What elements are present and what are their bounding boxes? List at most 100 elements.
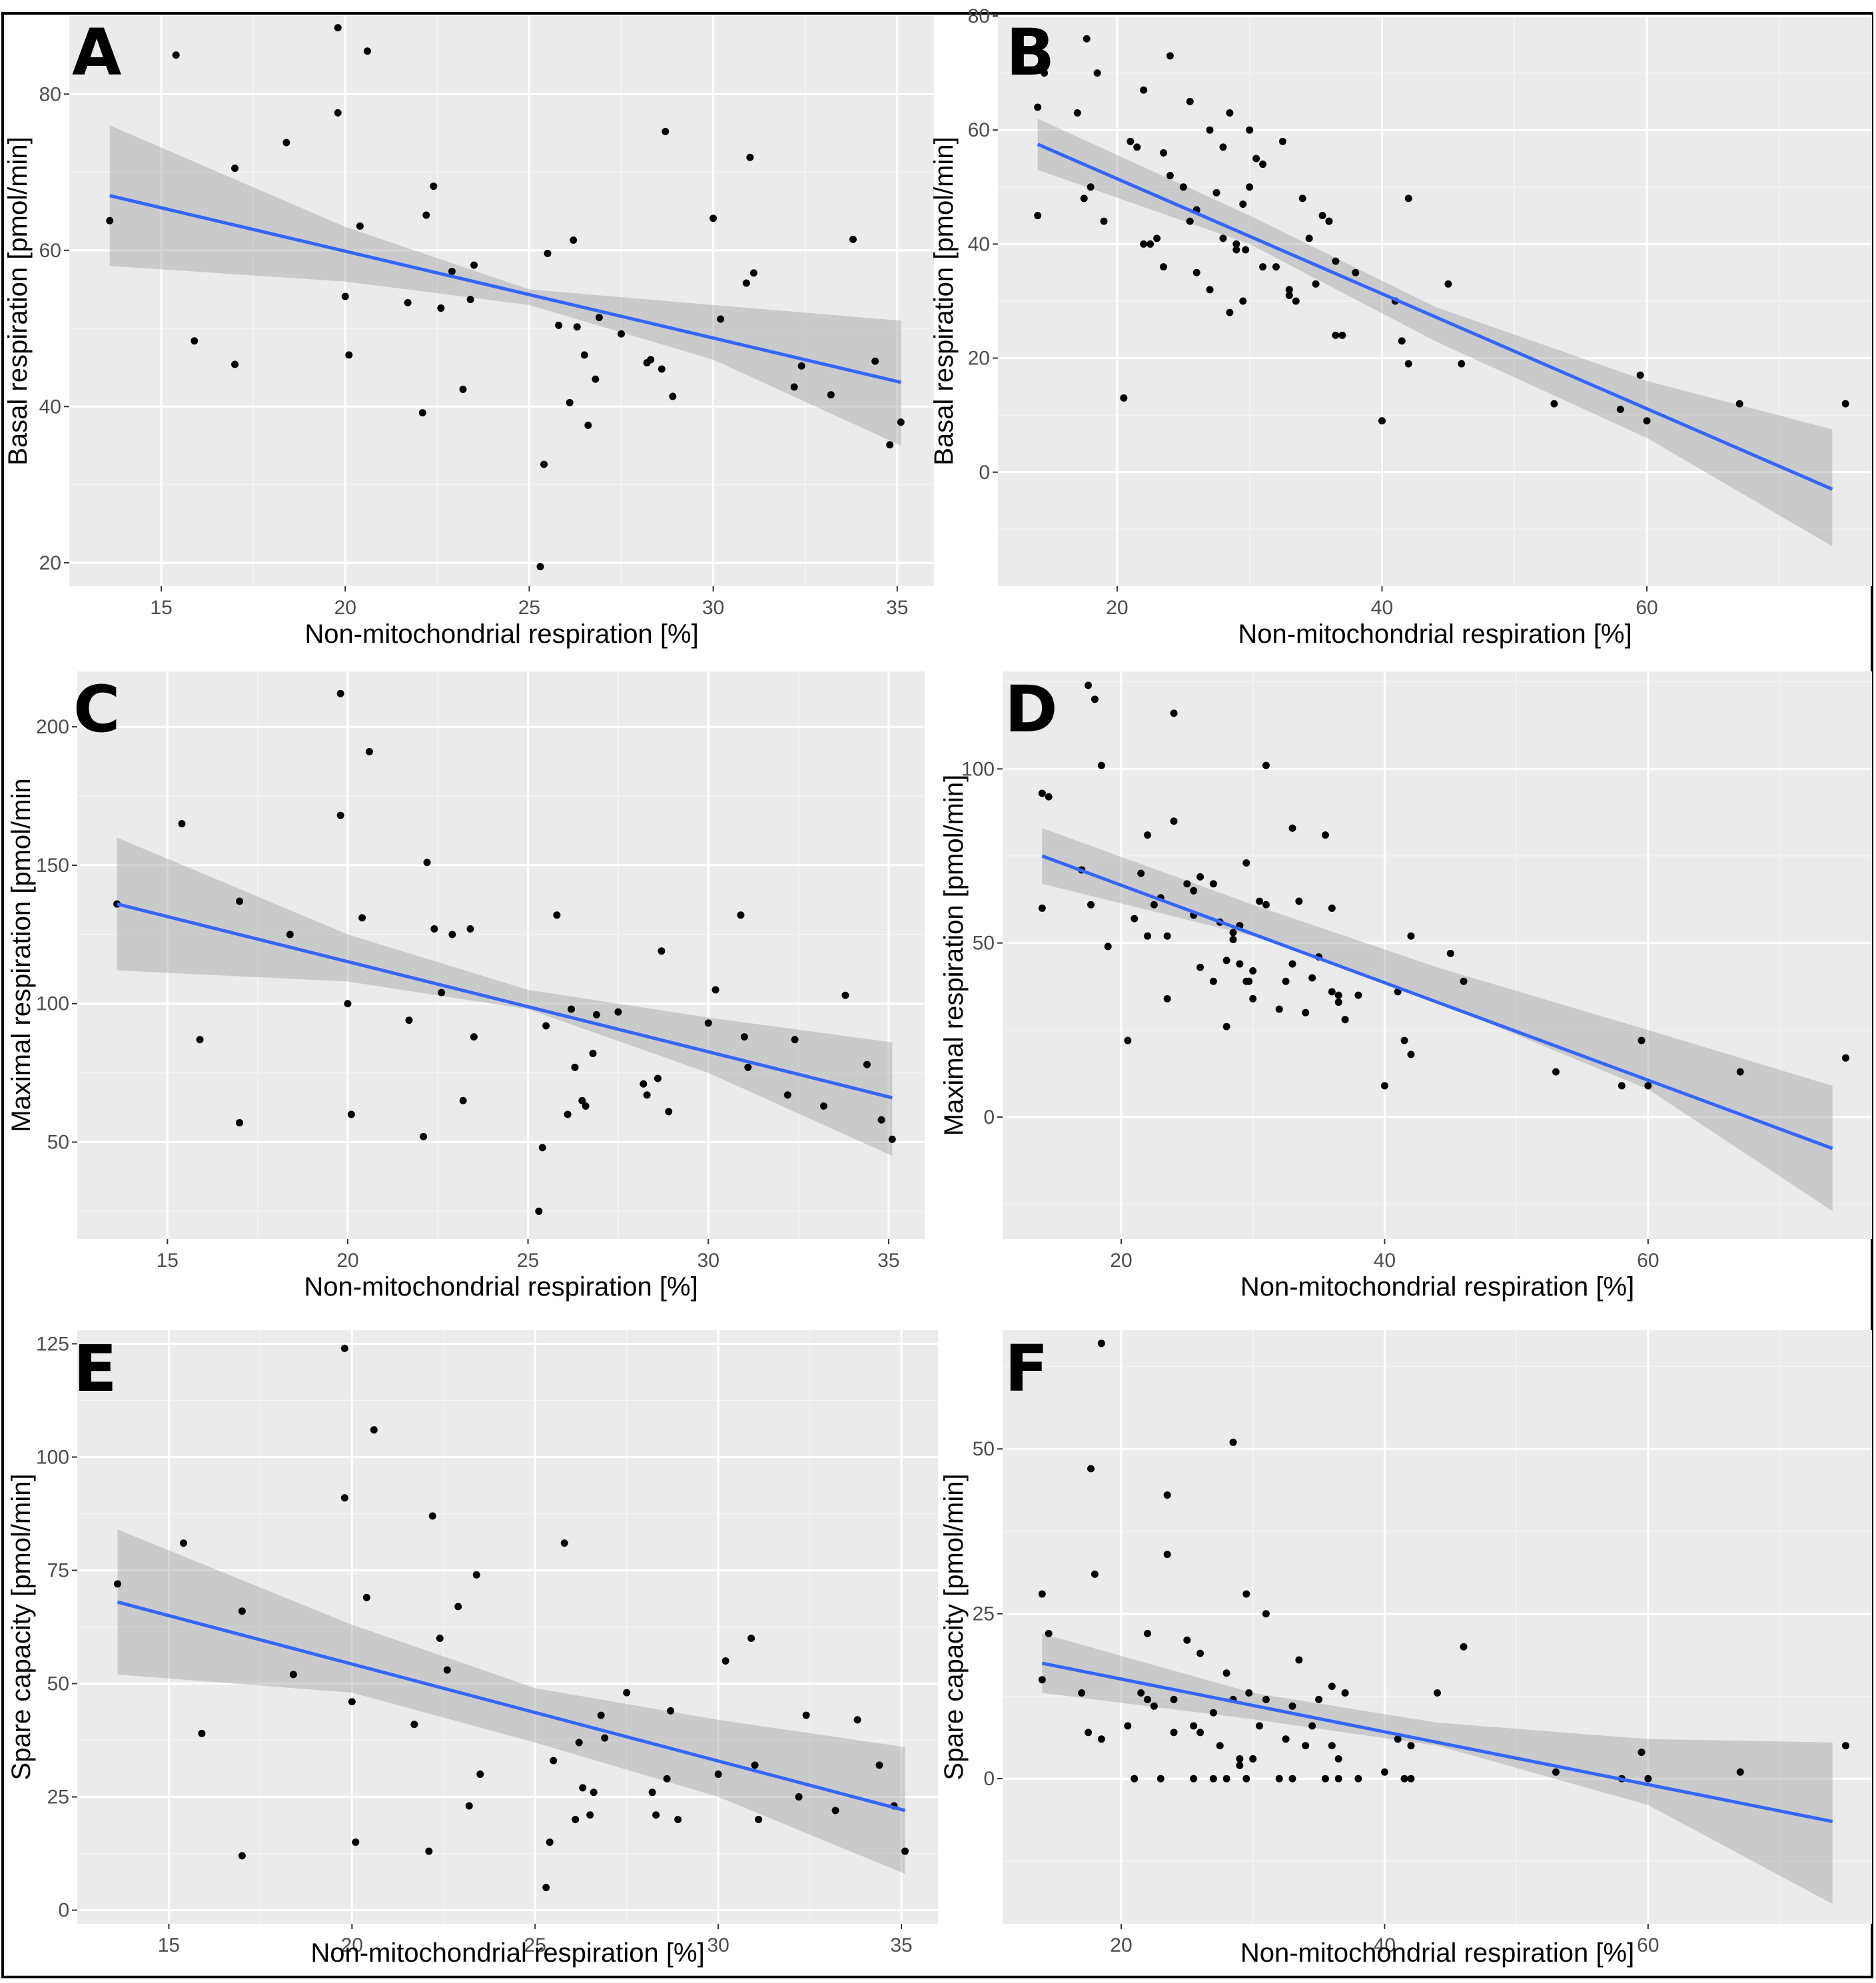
- y-tick-label: 50: [973, 933, 995, 955]
- data-point: [737, 911, 745, 919]
- panel-letter: F: [1005, 1332, 1049, 1406]
- data-point: [795, 1793, 803, 1801]
- data-point: [1144, 1695, 1151, 1703]
- data-point: [578, 1096, 586, 1104]
- data-point: [721, 1657, 729, 1665]
- data-point: [1127, 137, 1135, 145]
- data-point: [1236, 960, 1244, 968]
- data-point: [1328, 988, 1336, 996]
- data-point: [709, 214, 717, 222]
- data-point: [1262, 761, 1270, 769]
- data-point: [584, 421, 592, 429]
- y-tick-label: 0: [983, 1106, 995, 1128]
- data-point: [542, 1022, 550, 1030]
- x-axis-title: Non-mitochondrial respiration [%]: [304, 1272, 698, 1302]
- data-point: [658, 947, 666, 955]
- data-point: [1222, 1669, 1230, 1677]
- data-point: [422, 211, 430, 219]
- data-point: [1292, 297, 1300, 305]
- data-point: [1097, 1340, 1105, 1348]
- data-point: [1618, 1082, 1626, 1090]
- data-point: [196, 1036, 204, 1044]
- plot-background: [77, 671, 925, 1239]
- data-point: [1460, 1643, 1468, 1651]
- data-point: [1275, 1775, 1283, 1783]
- data-point: [751, 1761, 759, 1769]
- data-point: [1131, 1775, 1139, 1783]
- data-point: [827, 391, 835, 399]
- data-point: [1272, 263, 1280, 271]
- data-point: [1078, 1689, 1086, 1697]
- data-point: [863, 1060, 871, 1068]
- data-point: [1245, 977, 1253, 985]
- data-point: [797, 362, 805, 370]
- data-point: [740, 1033, 748, 1041]
- data-point: [348, 1698, 356, 1706]
- data-point: [640, 1080, 648, 1088]
- data-point: [1285, 291, 1293, 299]
- data-point: [1378, 417, 1386, 425]
- data-point: [1239, 200, 1247, 208]
- data-point: [1446, 949, 1454, 957]
- data-point: [566, 398, 574, 406]
- data-point: [1229, 1438, 1237, 1446]
- data-point: [179, 1539, 187, 1547]
- y-axis-title: Basal respiration [pmol/min]: [3, 137, 33, 466]
- data-point: [790, 383, 798, 391]
- data-point: [1170, 1729, 1178, 1737]
- y-tick-label: 40: [39, 396, 61, 418]
- x-tick-label: 30: [702, 597, 724, 619]
- data-point: [405, 1016, 413, 1024]
- data-point: [231, 165, 239, 173]
- data-point: [580, 351, 588, 359]
- data-point: [1298, 195, 1306, 202]
- data-point: [1407, 1742, 1415, 1750]
- data-point: [1159, 149, 1167, 157]
- data-point: [404, 298, 412, 306]
- data-point: [448, 267, 456, 275]
- data-point: [420, 1132, 428, 1140]
- data-point: [1644, 1775, 1652, 1783]
- data-point: [601, 1734, 609, 1742]
- x-axis-title: Non-mitochondrial respiration [%]: [1240, 1272, 1634, 1302]
- data-point: [663, 1775, 671, 1783]
- y-tick-label: 25: [973, 1603, 995, 1625]
- data-point: [1352, 268, 1360, 276]
- data-point: [1444, 280, 1452, 288]
- data-point: [654, 1074, 662, 1082]
- data-point: [841, 991, 849, 999]
- y-tick-label: 80: [39, 83, 61, 105]
- data-point: [238, 1852, 246, 1860]
- data-point: [1380, 1082, 1388, 1090]
- data-point: [1091, 695, 1099, 703]
- data-point: [356, 222, 364, 230]
- x-tick-label: 20: [341, 1934, 363, 1956]
- data-point: [648, 1788, 656, 1796]
- data-point: [1196, 873, 1204, 881]
- data-point: [1045, 1629, 1053, 1637]
- data-point: [1252, 155, 1260, 163]
- data-point: [1288, 960, 1296, 968]
- data-point: [448, 931, 456, 939]
- data-point: [1308, 1722, 1316, 1730]
- x-axis-title: Non-mitochondrial respiration [%]: [310, 1938, 704, 1968]
- data-point: [430, 183, 438, 191]
- data-point: [1236, 1761, 1244, 1769]
- data-point: [1124, 1722, 1132, 1730]
- data-point: [1400, 1775, 1408, 1783]
- data-point: [1638, 1036, 1645, 1044]
- data-point: [674, 1816, 682, 1824]
- y-tick-label: 50: [47, 1132, 69, 1154]
- data-point: [1190, 1775, 1198, 1783]
- data-point: [470, 1033, 478, 1041]
- data-point: [454, 1603, 462, 1611]
- data-point: [1196, 1649, 1204, 1657]
- data-point: [623, 1689, 631, 1697]
- y-axis-title: Maximal respiration [pmol/min]: [939, 775, 969, 1136]
- data-point: [652, 1811, 660, 1819]
- data-point: [1209, 1709, 1217, 1717]
- data-point: [1380, 1768, 1388, 1776]
- data-point: [1288, 1775, 1296, 1783]
- x-tick-label: 30: [698, 1250, 719, 1272]
- data-point: [1170, 1695, 1178, 1703]
